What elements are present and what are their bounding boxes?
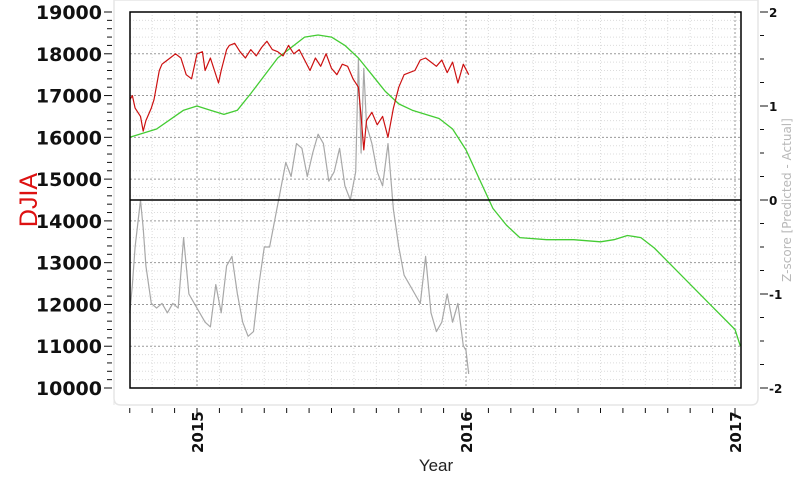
series-line-1 bbox=[129, 34, 742, 347]
y-tick-label: 11000 bbox=[36, 336, 102, 358]
y-tick-label: 12000 bbox=[36, 294, 102, 316]
y-tick-label: 17000 bbox=[36, 86, 102, 108]
x-axis-label: Year bbox=[419, 456, 454, 475]
x-tick-label: 2015 bbox=[189, 411, 207, 453]
y-tick-label: 18000 bbox=[36, 44, 102, 66]
y2-axis-label: Z-score [Predicted - Actual] bbox=[780, 118, 794, 282]
left-y-axis: 10000 11000 12000 13000 14000 15000 16000 17000… bbox=[36, 0, 115, 405]
x-tick-label: 2016 bbox=[458, 411, 476, 453]
y2-tick-label: 1 bbox=[769, 100, 777, 114]
y-tick-label: 14000 bbox=[36, 211, 102, 233]
y-tick-label: 15000 bbox=[36, 169, 102, 191]
y2-tick-label: 0 bbox=[769, 194, 777, 208]
y2-tick-label: 2 bbox=[769, 6, 777, 20]
series-line-2 bbox=[129, 58, 470, 374]
plot-frame bbox=[129, 11, 742, 389]
x-axis: 2015 2016 2017 bbox=[129, 408, 745, 453]
y-tick-label: 13000 bbox=[36, 253, 102, 275]
y-tick-label: 16000 bbox=[36, 127, 102, 149]
y-tick-label: 19000 bbox=[36, 2, 102, 24]
plot-panel bbox=[113, 0, 759, 406]
y2-tick-label: -2 bbox=[769, 382, 782, 396]
y-tick-label: 10000 bbox=[36, 378, 102, 400]
y2-tick-label: -1 bbox=[769, 288, 782, 302]
series-group bbox=[129, 34, 742, 374]
y-axis-label: DJIA bbox=[15, 173, 43, 228]
right-y-axis: -2 -1 0 1 2 bbox=[760, 6, 782, 396]
x-tick-label: 2017 bbox=[727, 411, 745, 453]
series-line-0 bbox=[129, 40, 470, 151]
